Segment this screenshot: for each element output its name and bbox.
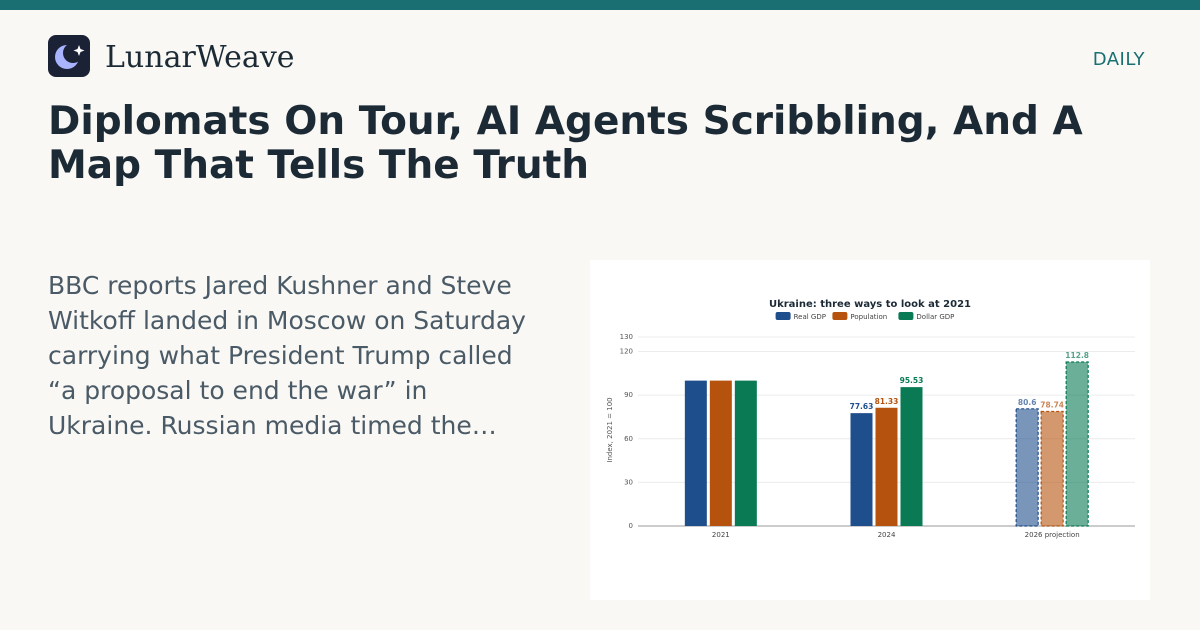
bar [684, 380, 707, 526]
y-tick-label: 60 [624, 435, 633, 443]
y-tick-label: 130 [620, 333, 633, 341]
value-label: 95.53 [900, 376, 924, 385]
article-title[interactable]: Diplomats On Tour, AI Agents Scribbling,… [48, 99, 1083, 188]
legend-label: Population [850, 313, 887, 321]
legend-swatch [775, 312, 791, 320]
y-axis-label: Index, 2021 = 100 [606, 397, 614, 462]
article-excerpt: BBC reports Jared Kushner and Steve Witk… [48, 271, 526, 440]
chart-title: Ukraine: three ways to look at 2021 [769, 299, 971, 310]
x-tick-label: 2021 [712, 531, 730, 539]
brand[interactable]: LunarWeave [105, 40, 295, 75]
bar [1015, 408, 1039, 527]
legend-label: Real GDP [794, 313, 826, 321]
logo [48, 35, 90, 77]
section-label[interactable]: DAILY [1092, 49, 1145, 70]
bar [734, 380, 757, 526]
legend-swatch [898, 312, 914, 320]
y-tick-label: 30 [624, 478, 633, 486]
bar [1065, 361, 1089, 527]
legend-label: Dollar GDP [916, 313, 954, 321]
y-tick-label: 120 [620, 348, 633, 356]
value-label: 81.33 [875, 397, 899, 406]
value-label: 112.8 [1065, 351, 1089, 360]
bar [1040, 410, 1064, 527]
top-bar [0, 0, 1200, 10]
legend-swatch [832, 312, 848, 320]
bar [875, 407, 898, 526]
x-tick-label: 2026 projection [1025, 531, 1080, 539]
bar [709, 380, 732, 526]
value-label: 77.63 [850, 402, 874, 411]
value-label: 78.74 [1040, 401, 1064, 410]
value-label: 80.6 [1018, 398, 1037, 407]
y-tick-label: 90 [624, 391, 633, 399]
x-tick-label: 2024 [878, 531, 896, 539]
bar [900, 387, 923, 526]
bar [850, 413, 873, 526]
y-tick-label: 0 [629, 522, 633, 530]
chart: Ukraine: three ways to look at 2021 Inde… [590, 260, 1150, 600]
